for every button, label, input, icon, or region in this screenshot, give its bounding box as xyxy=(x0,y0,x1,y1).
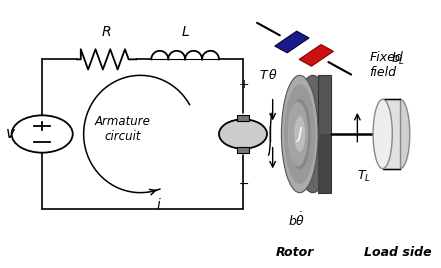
Text: $b\dot{\theta}$: $b\dot{\theta}$ xyxy=(288,212,305,229)
Polygon shape xyxy=(383,99,400,169)
Bar xyxy=(237,147,249,153)
Text: $e$: $e$ xyxy=(217,127,228,141)
Text: $v$: $v$ xyxy=(5,126,16,142)
Text: $i$: $i$ xyxy=(156,197,161,212)
Ellipse shape xyxy=(288,102,308,166)
Ellipse shape xyxy=(281,75,318,193)
Polygon shape xyxy=(318,134,331,193)
Text: Rotor: Rotor xyxy=(275,246,314,259)
Ellipse shape xyxy=(289,99,311,169)
Text: $b_L$: $b_L$ xyxy=(391,51,405,67)
Bar xyxy=(237,115,249,121)
Ellipse shape xyxy=(294,116,305,152)
Text: $J$: $J$ xyxy=(295,125,304,143)
Circle shape xyxy=(219,119,267,149)
Text: Load side: Load side xyxy=(364,246,432,259)
Ellipse shape xyxy=(295,75,331,193)
Text: $+$: $+$ xyxy=(238,78,250,91)
Text: Fixed
field: Fixed field xyxy=(370,51,404,79)
Text: $T\,\theta$: $T\,\theta$ xyxy=(259,68,278,82)
Text: $R$: $R$ xyxy=(101,25,112,39)
Text: $-$: $-$ xyxy=(238,177,250,190)
Circle shape xyxy=(11,115,73,153)
Ellipse shape xyxy=(284,84,315,184)
Polygon shape xyxy=(275,31,309,53)
Ellipse shape xyxy=(391,99,410,169)
Polygon shape xyxy=(299,44,333,66)
Ellipse shape xyxy=(373,99,392,169)
Text: $T_L$: $T_L$ xyxy=(357,169,371,184)
Text: $J_L$: $J_L$ xyxy=(385,125,398,143)
Text: $L$: $L$ xyxy=(181,25,190,39)
Polygon shape xyxy=(318,75,331,193)
Text: Armature
circuit: Armature circuit xyxy=(95,115,151,143)
